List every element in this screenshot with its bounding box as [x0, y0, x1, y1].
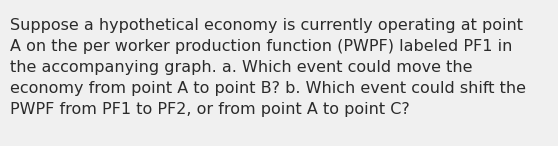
Text: Suppose a hypothetical economy is currently operating at point
A on the per work: Suppose a hypothetical economy is curren… — [10, 18, 526, 118]
